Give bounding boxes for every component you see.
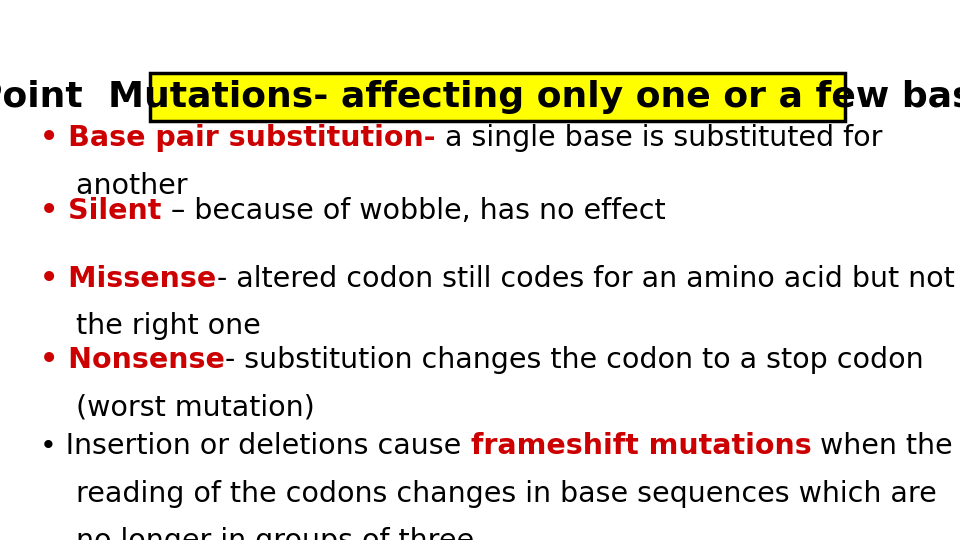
Text: (worst mutation): (worst mutation): [40, 393, 315, 421]
Text: the right one: the right one: [40, 312, 261, 340]
Text: - altered codon still codes for an amino acid but not: - altered codon still codes for an amino…: [217, 265, 954, 293]
Text: • Base pair substitution-: • Base pair substitution-: [40, 124, 436, 152]
Text: a single base is substituted for: a single base is substituted for: [436, 124, 882, 152]
FancyBboxPatch shape: [150, 73, 846, 121]
Text: no longer in groups of three: no longer in groups of three: [40, 527, 474, 540]
Text: • Insertion or deletions cause: • Insertion or deletions cause: [40, 432, 470, 460]
Text: • Missense: • Missense: [40, 265, 217, 293]
Text: when the: when the: [811, 432, 953, 460]
Text: • Nonsense: • Nonsense: [40, 346, 226, 374]
Text: Point  Mutations- affecting only one or a few bases: Point Mutations- affecting only one or a…: [0, 80, 960, 114]
Text: frameshift mutations: frameshift mutations: [470, 432, 811, 460]
Text: - substitution changes the codon to a stop codon: - substitution changes the codon to a st…: [226, 346, 924, 374]
Text: – because of wobble, has no effect: – because of wobble, has no effect: [161, 197, 665, 225]
Text: another: another: [40, 172, 188, 200]
Text: • Silent: • Silent: [40, 197, 161, 225]
Text: reading of the codons changes in base sequences which are: reading of the codons changes in base se…: [40, 480, 937, 508]
